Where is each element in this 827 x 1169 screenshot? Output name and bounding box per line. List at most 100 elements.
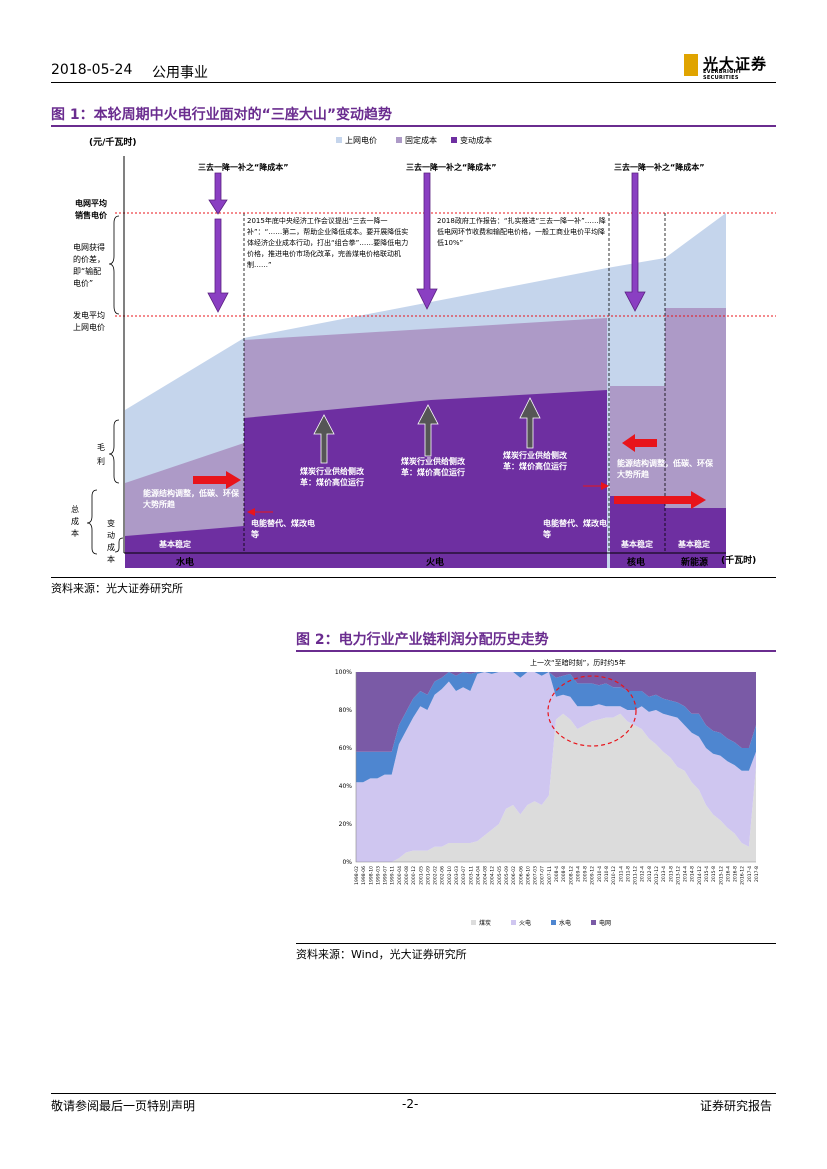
up-arrow-3: [519, 397, 541, 449]
chart-areas: [355, 672, 756, 863]
x-tick-label: 2010-4: [597, 866, 603, 882]
label-margin-1: 毛: [97, 442, 105, 452]
x-tick-label: 2015-4: [704, 866, 710, 882]
note-2015: 2015年底中央经济工作会议提出“三去一降一补”：“……第二，帮助企业降低成本。…: [247, 217, 408, 269]
x-tick-label: 2004-12: [490, 866, 496, 885]
x-tick-label: 2001-09: [425, 866, 431, 885]
figure1-source: 资料来源：光大证券研究所: [51, 582, 183, 595]
chart-axes: [355, 672, 756, 863]
red-arrows: [193, 434, 706, 516]
legend-grid: 电网: [599, 919, 611, 927]
x-tick-label: 1999-03: [375, 866, 381, 885]
x-tick-label: 1998-10: [368, 866, 374, 885]
x-tick-label: 2000-08: [404, 866, 410, 885]
x-tick-label: 2009-12: [590, 866, 596, 885]
label-var-cost-4: 本: [107, 554, 115, 564]
y-tick-label: 60%: [339, 745, 353, 752]
x-tick-label: 1998-06: [361, 866, 367, 885]
x-tick-label: 2004-08: [483, 866, 489, 885]
x-axis-ticks: 1998-02 1998-06 1998-10 1999-03 1999-07 1999-…: [354, 866, 760, 885]
x-tick-label: 2015-8: [711, 866, 717, 882]
page-number: -2-: [402, 1097, 419, 1111]
brand-logo: 光大证券 EVERBRIGHT SECURITIES: [684, 54, 776, 81]
down-arrow-2: [416, 172, 438, 310]
energy-adjust-hydro: 能源结构调整，低碳、环保大势所趋: [143, 489, 239, 509]
x-tick-label: 2016-8: [733, 866, 739, 882]
label-total-cost-2: 成: [71, 516, 79, 526]
legend-swatch-variable-cost: [451, 137, 457, 143]
coal-reform-labels: 煤炭行业供给侧改革：煤价高位运行 煤炭行业供给侧改革：煤价高位运行 煤炭行业供给…: [300, 451, 567, 487]
label-var-cost-3: 成: [107, 542, 115, 552]
label-gen-avg-l1: 发电平均: [73, 310, 105, 320]
x-tick-label: 2016-12: [740, 866, 746, 885]
left-braces: [86, 215, 124, 555]
x-tick-label: 2003-07: [461, 866, 467, 885]
legend-coal: 煤炭: [479, 919, 491, 927]
figure2-bottom-rule: [296, 943, 776, 944]
x-tick-label: 2017-4: [747, 866, 753, 882]
footer-report-type: 证券研究报告: [700, 1099, 773, 1113]
label-grid-avg-l2: 销售电价: [75, 210, 108, 220]
down-arrow-1a: [208, 172, 228, 215]
legend-swatch-coal: [471, 920, 476, 925]
x-tick-label: 2007-03: [533, 866, 539, 885]
figure2-title-rule: [296, 650, 776, 652]
coal-reform-2: 煤炭行业供给侧改革：煤价高位运行: [401, 457, 465, 477]
x-tick-label: 2003-03: [454, 866, 460, 885]
top-label-1: 三去一降一补之“降成本”: [198, 162, 289, 172]
x-tick-label: 2004-04: [475, 866, 481, 885]
x-tick-label: 2005-05: [497, 866, 503, 885]
x-tick-label: 2013-8: [668, 866, 674, 882]
x-tick-label: 2014-12: [697, 866, 703, 885]
x-label-thermal: 火电: [426, 556, 444, 568]
footer-rule: [51, 1093, 776, 1094]
x-tick-label: 2013-12: [675, 866, 681, 885]
y-axis-ticks: 0% 20% 40% 60% 80% 100%: [335, 669, 352, 866]
x-tick-label: 2006-02: [511, 866, 517, 885]
label-grid-avg-l1: 电网平均: [75, 198, 107, 208]
elec-sub-1: 电能替代、煤改电等: [251, 519, 315, 539]
red-arrow-nuclear-right: [614, 491, 706, 509]
x-tick-label: 2013-4: [661, 866, 667, 882]
label-spread-l2: 的价差，: [73, 254, 105, 264]
footer-disclaimer: 敬请参阅最后一页特别声明: [51, 1099, 196, 1113]
x-tick-label: 2012-8: [647, 866, 653, 882]
legend-hydro: 水电: [559, 919, 571, 927]
y-tick-label: 100%: [335, 669, 352, 676]
x-tick-label: 2001-05: [418, 866, 424, 885]
legend-swatch-hydro: [551, 920, 556, 925]
down-arrow-3: [624, 172, 646, 312]
x-tick-label: 2002-02: [433, 866, 439, 885]
area-series-coal: [356, 713, 756, 862]
x-tick-label: 2011-4: [618, 866, 624, 882]
x-tick-label: 2010-8: [604, 866, 610, 882]
x-tick-label: 2012-4: [640, 866, 646, 882]
legend-thermal: 火电: [519, 919, 531, 927]
logo-mark-icon: [684, 54, 698, 76]
y-tick-label: 80%: [339, 707, 353, 714]
legend-fixed-cost: 固定成本: [405, 135, 437, 145]
label-total-cost-1: 总: [71, 504, 79, 514]
legend-variable-cost: 变动成本: [460, 135, 492, 145]
coal-reform-3: 煤炭行业供给侧改革：煤价高位运行: [503, 451, 567, 471]
elec-sub-2: 电能替代、煤改电等: [543, 519, 607, 539]
report-sector: 公用事业: [152, 65, 208, 81]
legend-swatch-thermal: [511, 920, 516, 925]
label-spread-l1: 电网获得: [73, 242, 105, 252]
area-series-grid: [356, 672, 756, 752]
area-series-thermal: [356, 672, 756, 862]
brace-spread: [108, 215, 120, 315]
figure1-bottom-rule: [51, 577, 776, 578]
area-series-hydro: [356, 672, 756, 783]
stable-hydro: 基本稳定: [158, 539, 191, 549]
energy-adjust-nuclear: 能源结构调整，低碳、环保大势所趋: [617, 459, 713, 479]
x-tick-label: 2011-8: [625, 866, 631, 882]
label-var-cost-1: 变: [107, 518, 115, 528]
logo-name: 光大证券: [703, 55, 768, 73]
red-arrow-hydro: [193, 471, 241, 489]
x-tick-label: 2014-8: [690, 866, 696, 882]
x-tick-label: 1999-11: [390, 866, 396, 885]
top-label-3: 三去一降一补之“降成本”: [614, 162, 705, 172]
x-tick-label: 2006-10: [525, 866, 531, 885]
up-arrow-2: [417, 404, 439, 457]
